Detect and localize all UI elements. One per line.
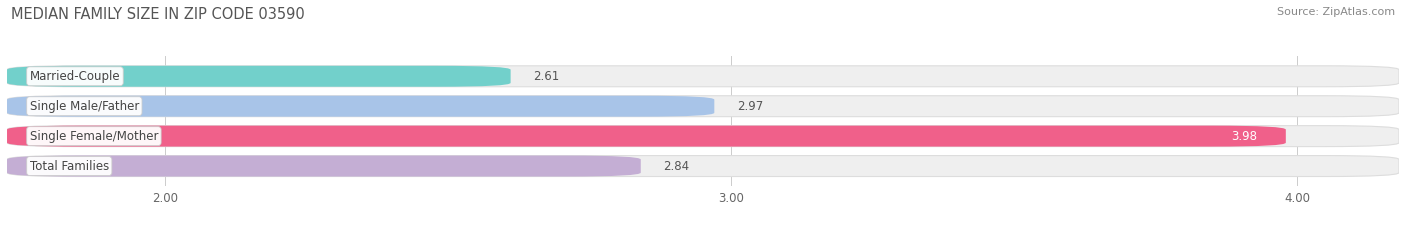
- Text: 2.97: 2.97: [737, 100, 763, 113]
- FancyBboxPatch shape: [7, 126, 1286, 147]
- Text: Married-Couple: Married-Couple: [30, 70, 121, 83]
- Text: MEDIAN FAMILY SIZE IN ZIP CODE 03590: MEDIAN FAMILY SIZE IN ZIP CODE 03590: [11, 7, 305, 22]
- Text: 3.98: 3.98: [1232, 130, 1257, 143]
- Text: 2.61: 2.61: [533, 70, 560, 83]
- Text: 2.84: 2.84: [664, 160, 689, 173]
- FancyBboxPatch shape: [7, 96, 1399, 117]
- Text: Total Families: Total Families: [30, 160, 108, 173]
- Text: Single Male/Father: Single Male/Father: [30, 100, 139, 113]
- Text: Source: ZipAtlas.com: Source: ZipAtlas.com: [1277, 7, 1395, 17]
- FancyBboxPatch shape: [7, 156, 641, 177]
- FancyBboxPatch shape: [7, 96, 714, 117]
- FancyBboxPatch shape: [7, 126, 1399, 147]
- Text: Single Female/Mother: Single Female/Mother: [30, 130, 157, 143]
- FancyBboxPatch shape: [7, 156, 1399, 177]
- FancyBboxPatch shape: [7, 66, 510, 87]
- FancyBboxPatch shape: [7, 66, 1399, 87]
